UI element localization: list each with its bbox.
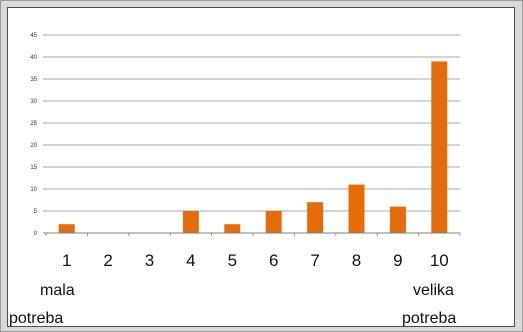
annotation-high-line2: potreba xyxy=(402,310,456,327)
bar-5 xyxy=(224,224,241,233)
y-axis-ticks: 0 5 10 15 20 25 30 35 40 45 xyxy=(30,33,46,237)
y-tick-label: 20 xyxy=(30,143,37,149)
bar-10 xyxy=(431,61,448,234)
bars xyxy=(58,61,448,234)
x-tick-label-6: 6 xyxy=(269,251,278,270)
annotation-low-line2: potreba xyxy=(9,310,63,327)
annotation-high-line1: velika xyxy=(413,282,454,299)
annotation-low-line1: mala xyxy=(40,282,75,299)
x-tick-label-9: 9 xyxy=(393,251,402,270)
x-tick-label-5: 5 xyxy=(228,251,237,270)
bar-8 xyxy=(348,184,365,233)
y-tick-label: 15 xyxy=(30,165,37,171)
y-tick-label: 45 xyxy=(30,33,37,39)
x-tick-label-8: 8 xyxy=(352,251,361,270)
x-tick-label-10: 10 xyxy=(430,251,449,270)
bar-7 xyxy=(307,202,324,233)
x-tick-label-7: 7 xyxy=(310,251,319,270)
x-axis-ticks: 1 2 3 4 5 6 7 8 9 10 xyxy=(45,233,461,270)
x-tick-label-4: 4 xyxy=(186,251,195,270)
y-tick-label: 5 xyxy=(34,209,38,215)
x-tick-label-1: 1 xyxy=(62,251,71,270)
x-tick-label-2: 2 xyxy=(103,251,112,270)
y-tick-label: 40 xyxy=(30,55,37,61)
chart-panel: 0 5 10 15 20 25 30 35 40 45 1 2 3 4 5 6 7 8 9 10 mala potr… xyxy=(7,7,515,327)
y-tick-label: 25 xyxy=(30,121,37,127)
bar-1 xyxy=(58,224,75,233)
y-tick-label: 10 xyxy=(30,187,37,193)
bar-4 xyxy=(182,211,199,233)
x-tick-label-3: 3 xyxy=(145,251,154,270)
bar-9 xyxy=(389,206,406,233)
y-tick-label: 0 xyxy=(34,231,38,237)
y-tick-label: 30 xyxy=(30,99,37,105)
gridlines xyxy=(46,34,460,212)
bar-6 xyxy=(265,211,282,233)
scale-annotations: mala potreba velika potreba xyxy=(9,282,456,327)
y-tick-label: 35 xyxy=(30,77,37,83)
